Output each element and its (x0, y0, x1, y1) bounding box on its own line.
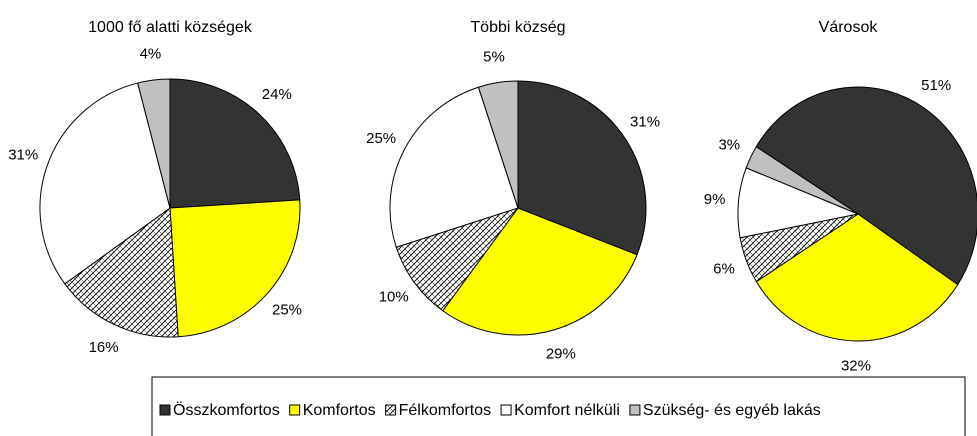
data-label: 25% (272, 301, 302, 318)
chart-title: 1000 fő alatti községek (88, 19, 253, 36)
legend-label: Komfortos (303, 402, 376, 419)
data-label: 32% (841, 357, 871, 374)
pie-slice (137, 78, 171, 209)
pie-slice (755, 86, 977, 286)
legend-label: Félkomfortos (399, 402, 491, 419)
data-label: 3% (718, 137, 740, 154)
legend-swatch (385, 404, 397, 416)
pie-slice (169, 78, 301, 209)
data-label: 16% (89, 339, 119, 356)
data-label: 4% (140, 45, 162, 62)
data-label: 31% (8, 147, 38, 164)
data-label: 25% (366, 130, 396, 147)
legend-label: Szükség- és egyéb lakás (643, 402, 821, 419)
pie-slice (745, 145, 859, 215)
legend-swatch (289, 404, 301, 416)
chart-title: Többi község (470, 19, 565, 36)
chart-title: Városok (819, 19, 879, 36)
data-label: 24% (262, 86, 292, 103)
pie-slice (755, 213, 959, 342)
data-label: 6% (713, 261, 735, 278)
data-label: 51% (921, 77, 951, 94)
legend-swatch (629, 404, 641, 416)
legend-box (151, 376, 966, 436)
data-label: 9% (704, 191, 726, 208)
pie-slice (442, 207, 638, 336)
pie-slice (517, 80, 647, 256)
data-label: 5% (483, 48, 505, 65)
data-label: 10% (379, 289, 409, 306)
pie-slice (395, 207, 520, 312)
data-label: 29% (546, 345, 576, 362)
pie-slice (169, 199, 301, 338)
legend-swatch (159, 404, 171, 416)
pie-slice (477, 80, 519, 209)
pie-slice (39, 82, 171, 285)
pie-slice (389, 86, 519, 248)
legend-label: Komfort nélküli (514, 402, 620, 419)
pie-slice (64, 207, 179, 338)
data-label: 31% (630, 113, 660, 130)
legend-swatch (500, 404, 512, 416)
legend-label: Összkomfortos (173, 401, 280, 419)
